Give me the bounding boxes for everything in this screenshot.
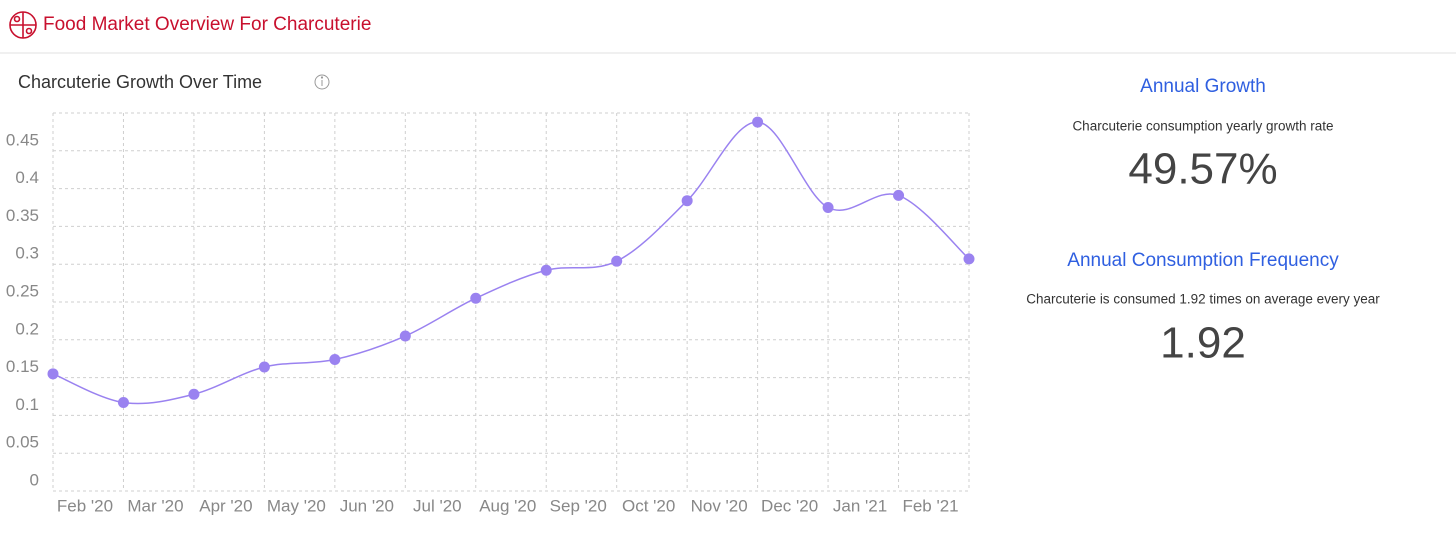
y-tick-label: 0.15 (6, 357, 39, 376)
y-tick-label: 0 (30, 470, 39, 489)
y-tick-label: 0.4 (15, 168, 39, 187)
y-tick-label: 0.2 (15, 319, 39, 338)
stat-subtitle: Charcuterie is consumed 1.92 times on av… (1026, 292, 1380, 307)
header-title: Food Market Overview For Charcuterie (43, 14, 371, 35)
stat-subtitle: Charcuterie consumption yearly growth ra… (1072, 119, 1333, 134)
stat-value: 49.57% (1128, 145, 1277, 194)
x-tick-label: Mar '20 (127, 496, 183, 515)
x-tick-label: Jun '20 (340, 496, 394, 515)
stat-value: 1.92 (1160, 319, 1246, 368)
data-point (822, 202, 834, 213)
x-tick-label: Nov '20 (691, 496, 748, 515)
data-point (329, 353, 341, 365)
data-point (258, 361, 270, 373)
y-tick-label: 0.45 (6, 130, 39, 149)
data-point (117, 397, 129, 409)
series-line (52, 121, 970, 405)
data-point (188, 388, 200, 400)
info-icon[interactable] (314, 74, 330, 90)
data-point (681, 195, 693, 207)
data-point (540, 264, 552, 276)
x-tick-label: Sep '20 (550, 496, 607, 515)
x-tick-label: Apr '20 (199, 496, 252, 515)
y-tick-label: 0.05 (6, 433, 39, 452)
logo-icon (9, 11, 37, 39)
data-point (399, 330, 411, 342)
x-tick-label: Aug '20 (479, 496, 536, 515)
stat-title: Annual Consumption Frequency (1067, 250, 1339, 271)
stat-title: Annual Growth (1140, 76, 1266, 97)
data-point (47, 368, 59, 380)
x-tick-label: Jul '20 (413, 496, 462, 515)
chart-title: Charcuterie Growth Over Time (18, 72, 262, 92)
x-tick-label: Dec '20 (761, 496, 818, 515)
y-tick-label: 0.1 (15, 395, 39, 414)
x-tick-label: Jan '21 (833, 496, 887, 515)
data-point (963, 253, 975, 265)
data-point (752, 116, 764, 128)
y-tick-label: 0.25 (6, 281, 39, 300)
y-tick-label: 0.3 (15, 244, 39, 263)
data-point (470, 292, 482, 304)
data-point (893, 189, 905, 201)
data-point (611, 255, 623, 267)
x-tick-label: Feb '20 (57, 496, 113, 515)
y-tick-label: 0.35 (6, 206, 39, 225)
x-tick-label: Oct '20 (622, 496, 675, 515)
x-tick-label: May '20 (267, 496, 326, 515)
x-tick-label: Feb '21 (902, 496, 958, 515)
